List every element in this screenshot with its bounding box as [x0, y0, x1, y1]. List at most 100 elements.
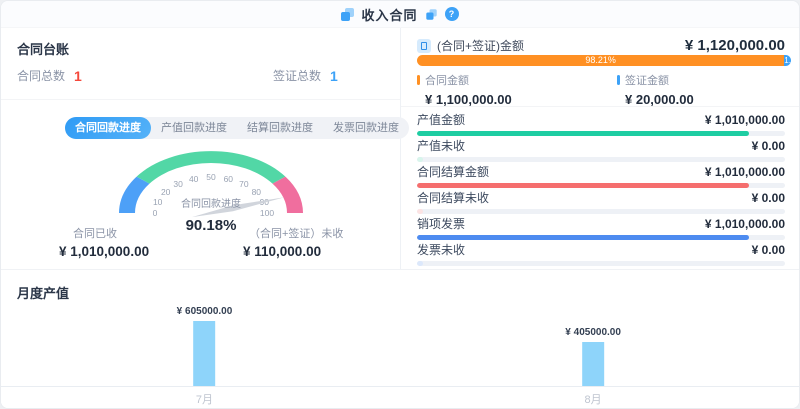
metric-fill [417, 183, 749, 188]
gauge-tick: 40 [189, 174, 199, 184]
contract-amount-legend: 合同金额 ¥ 1,100,000.00 [417, 72, 512, 107]
visa-total-item: 签证总数 1 [273, 67, 338, 84]
visa-amount-value: ¥ 20,000.00 [625, 92, 694, 107]
tab-settlement-collection[interactable]: 结算回款进度 [247, 122, 313, 134]
metric-track [417, 183, 785, 188]
received-label: 合同已收 [73, 228, 117, 240]
gauge-center-label: 合同回款进度 [181, 197, 241, 210]
metric-value: ¥ 0.00 [751, 191, 785, 205]
contract-amount-icon [417, 38, 431, 53]
contract-docs-icon [341, 7, 355, 21]
summary-title: (合同+签证)金额 [437, 39, 525, 53]
metric-row: 产值金额 ¥ 1,010,000.00 [401, 110, 799, 136]
summary-header-row: (合同+签证)金额 ¥ 1,120,000.00 [417, 37, 785, 54]
tab-invoice-collection[interactable]: 发票回款进度 [333, 122, 399, 134]
bar-value-label: ¥ 605000.00 [176, 306, 233, 317]
summary-divider [401, 106, 799, 107]
page-title: 收入合同 [361, 7, 418, 23]
unreceived-label: （合同+签证）未收 [249, 228, 344, 240]
metric-fill [417, 235, 749, 240]
monthly-bar-group: ¥ 605000.00 [176, 306, 233, 386]
monthly-bar [582, 342, 605, 386]
visa-total-label: 签证总数 [273, 69, 322, 83]
monthly-bar [193, 321, 216, 386]
metric-label: 合同结算金额 [417, 165, 490, 179]
metric-track [417, 235, 785, 240]
contract-total-value: 1 [74, 67, 82, 84]
unreceived-value: ¥ 110,000.00 [243, 244, 322, 259]
metric-row: 发票未收 ¥ 0.00 [401, 240, 799, 266]
contract-legend-marker [417, 75, 420, 85]
contract-amount-label: 合同金额 [425, 75, 469, 87]
copy-icon[interactable] [425, 8, 437, 20]
visa-amount-label: 签证金额 [625, 75, 669, 87]
amount-summary-panel: (合同+签证)金额 ¥ 1,120,000.00 98.21% 1.79% 合同… [401, 28, 799, 269]
received-stat: 合同已收 ¥ 1,010,000.00 [59, 225, 149, 259]
metric-row: 产值未收 ¥ 0.00 [401, 136, 799, 162]
gauge-tick: 60 [224, 174, 234, 184]
tab-output-collection[interactable]: 产值回款进度 [161, 122, 227, 134]
contract-ratio-segment: 98.21% [417, 55, 785, 66]
monthly-bar-chart: ¥ 605000.00 ¥ 405000.00 [1, 300, 799, 387]
progress-tabs: 合同回款进度 产值回款进度 结算回款进度 发票回款进度 [65, 117, 409, 139]
gauge-tick: 70 [239, 179, 249, 189]
page-header: 收入合同 ? [1, 1, 799, 28]
gauge-segment-mid [136, 151, 286, 184]
gauge-segment-low [119, 176, 150, 213]
gauge-value: 90.18% [186, 217, 237, 234]
help-icon[interactable]: ? [444, 7, 459, 21]
gauge-tick: 80 [252, 187, 262, 197]
metric-track [417, 157, 785, 162]
amount-ratio-bar: 98.21% 1.79% [417, 55, 791, 66]
visa-ratio-segment: 1.79% [784, 55, 791, 66]
metric-track [417, 131, 785, 136]
metric-fill [417, 261, 423, 266]
gauge-needle [191, 197, 285, 218]
received-value: ¥ 1,010,000.00 [59, 244, 150, 259]
contract-ledger-panel: 合同台账 合同总数 1 签证总数 1 合同回款进度 产值回款进度 结算回款进度 … [1, 28, 409, 269]
gauge-tick: 20 [161, 187, 171, 197]
summary-title-wrap: (合同+签证)金额 [417, 37, 524, 54]
ledger-title: 合同台账 [17, 42, 70, 57]
metric-value: ¥ 0.00 [751, 139, 785, 153]
metric-row: 合同结算未收 ¥ 0.00 [401, 188, 799, 214]
metric-fill [417, 157, 423, 162]
metric-track [417, 261, 785, 266]
contract-amount-value: ¥ 1,100,000.00 [425, 92, 512, 107]
visa-legend-marker [617, 75, 620, 85]
bar-value-label: ¥ 405000.00 [565, 327, 621, 338]
monthly-output-section: 月度产值 ¥ 605000.00 ¥ 405000.00 7月 8月 [1, 269, 799, 408]
metric-fill [417, 131, 749, 136]
metric-label: 产值金额 [417, 113, 466, 127]
metrics-list: 产值金额 ¥ 1,010,000.00 产值未收 ¥ 0.00 合同结算金额 ¥ 1,… [401, 110, 799, 266]
metric-track [417, 209, 785, 214]
tab-contract-collection[interactable]: 合同回款进度 [65, 117, 151, 139]
unreceived-stat: （合同+签证）未收 ¥ 110,000.00 [243, 225, 343, 259]
visa-amount-legend: 签证金额 ¥ 20,000.00 [617, 72, 694, 107]
contract-total-item: 合同总数 1 [17, 67, 82, 84]
x-axis-label: 7月 [195, 394, 214, 406]
gauge-tick: 30 [173, 179, 183, 189]
x-axis-label: 8月 [584, 394, 602, 406]
gauge-tick: 90 [260, 197, 270, 207]
visa-total-value: 1 [330, 67, 338, 84]
metric-label: 产值未收 [417, 139, 466, 153]
metric-fill [417, 209, 423, 214]
gauge-tick: 50 [206, 172, 216, 182]
monthly-output-title: 月度产值 [17, 286, 70, 301]
monthly-bar-group: ¥ 405000.00 [565, 327, 621, 386]
metric-value: ¥ 1,010,000.00 [704, 165, 785, 179]
metric-row: 合同结算金额 ¥ 1,010,000.00 [401, 162, 799, 188]
metric-value: ¥ 1,010,000.00 [704, 113, 785, 127]
metric-label: 发票未收 [417, 243, 466, 257]
gauge-tick: 10 [153, 197, 163, 207]
metric-label: 合同结算未收 [417, 191, 490, 205]
contract-total-label: 合同总数 [17, 69, 66, 83]
ledger-divider [1, 99, 400, 100]
gauge-tick: 0 [153, 208, 158, 218]
metric-row: 销项发票 ¥ 1,010,000.00 [401, 214, 799, 240]
metric-value: ¥ 1,010,000.00 [704, 217, 785, 231]
gauge-tick: 100 [260, 208, 274, 218]
metric-label: 销项发票 [417, 217, 466, 231]
summary-total-value: ¥ 1,120,000.00 [684, 37, 785, 54]
